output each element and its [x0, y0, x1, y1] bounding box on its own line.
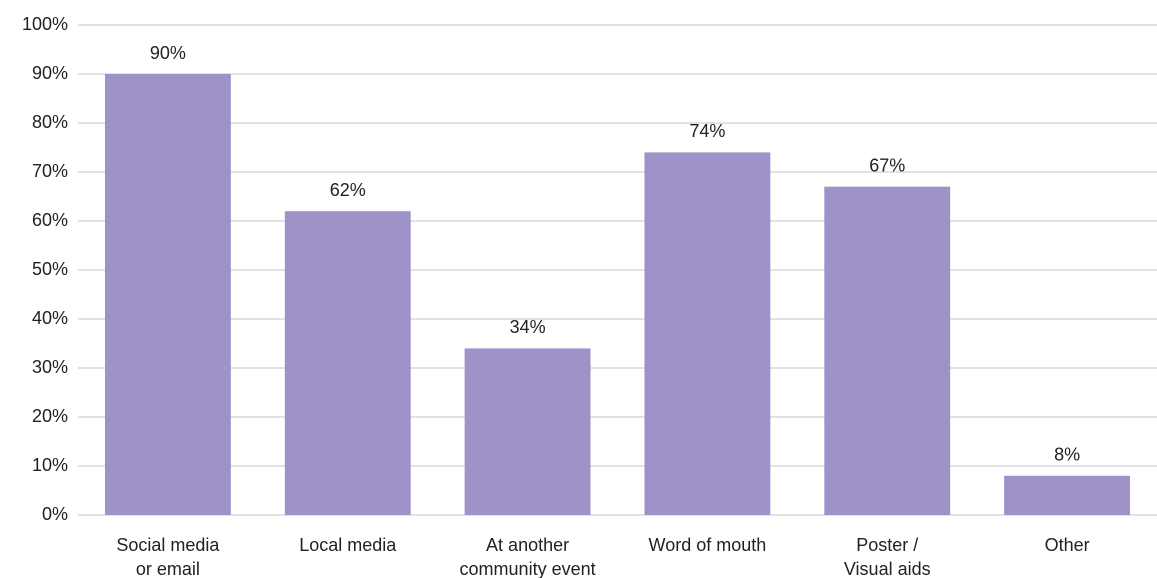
data-label: 74% [689, 121, 725, 141]
y-tick-label: 0% [42, 504, 68, 524]
x-tick-label: Other [1045, 535, 1090, 555]
x-tick-label-line: Local media [299, 535, 397, 555]
x-tick-label: Poster / Visual aids [844, 535, 931, 578]
data-label: 67% [869, 155, 905, 175]
x-tick-label-line: Other [1045, 535, 1090, 555]
x-tick-label-line: Word of mouth [649, 535, 767, 555]
x-tick-label-line: Visual aids [844, 559, 931, 578]
y-tick-label: 20% [32, 406, 68, 426]
bar [104, 74, 231, 515]
y-tick-label: 50% [32, 259, 68, 279]
y-tick-label: 10% [32, 455, 68, 475]
y-tick-label: 30% [32, 357, 68, 377]
x-tick-label: Local media [299, 535, 397, 555]
y-tick-label: 40% [32, 308, 68, 328]
y-tick-label: 90% [32, 63, 68, 83]
bar [824, 186, 951, 515]
data-label: 34% [510, 317, 546, 337]
x-tick-label-line: Social media [116, 535, 220, 555]
x-tick-label: At another community event [460, 535, 596, 578]
y-tick-label: 60% [32, 210, 68, 230]
x-tick-label-line: Poster / [856, 535, 918, 555]
data-label: 62% [330, 180, 366, 200]
bar [1004, 475, 1131, 515]
bar [284, 211, 411, 515]
x-tick-label-line: community event [460, 559, 596, 578]
x-tick-label-line: At another [486, 535, 569, 555]
bar [644, 152, 771, 515]
data-label: 90% [150, 43, 186, 63]
x-tick-label: Word of mouth [649, 535, 767, 555]
x-tick-label: Social media or email [116, 535, 220, 578]
y-tick-label: 100% [22, 14, 68, 34]
y-tick-label: 70% [32, 161, 68, 181]
data-label: 8% [1054, 445, 1080, 465]
x-tick-label-line: or email [136, 559, 200, 578]
y-tick-label: 80% [32, 112, 68, 132]
bar [464, 348, 591, 515]
